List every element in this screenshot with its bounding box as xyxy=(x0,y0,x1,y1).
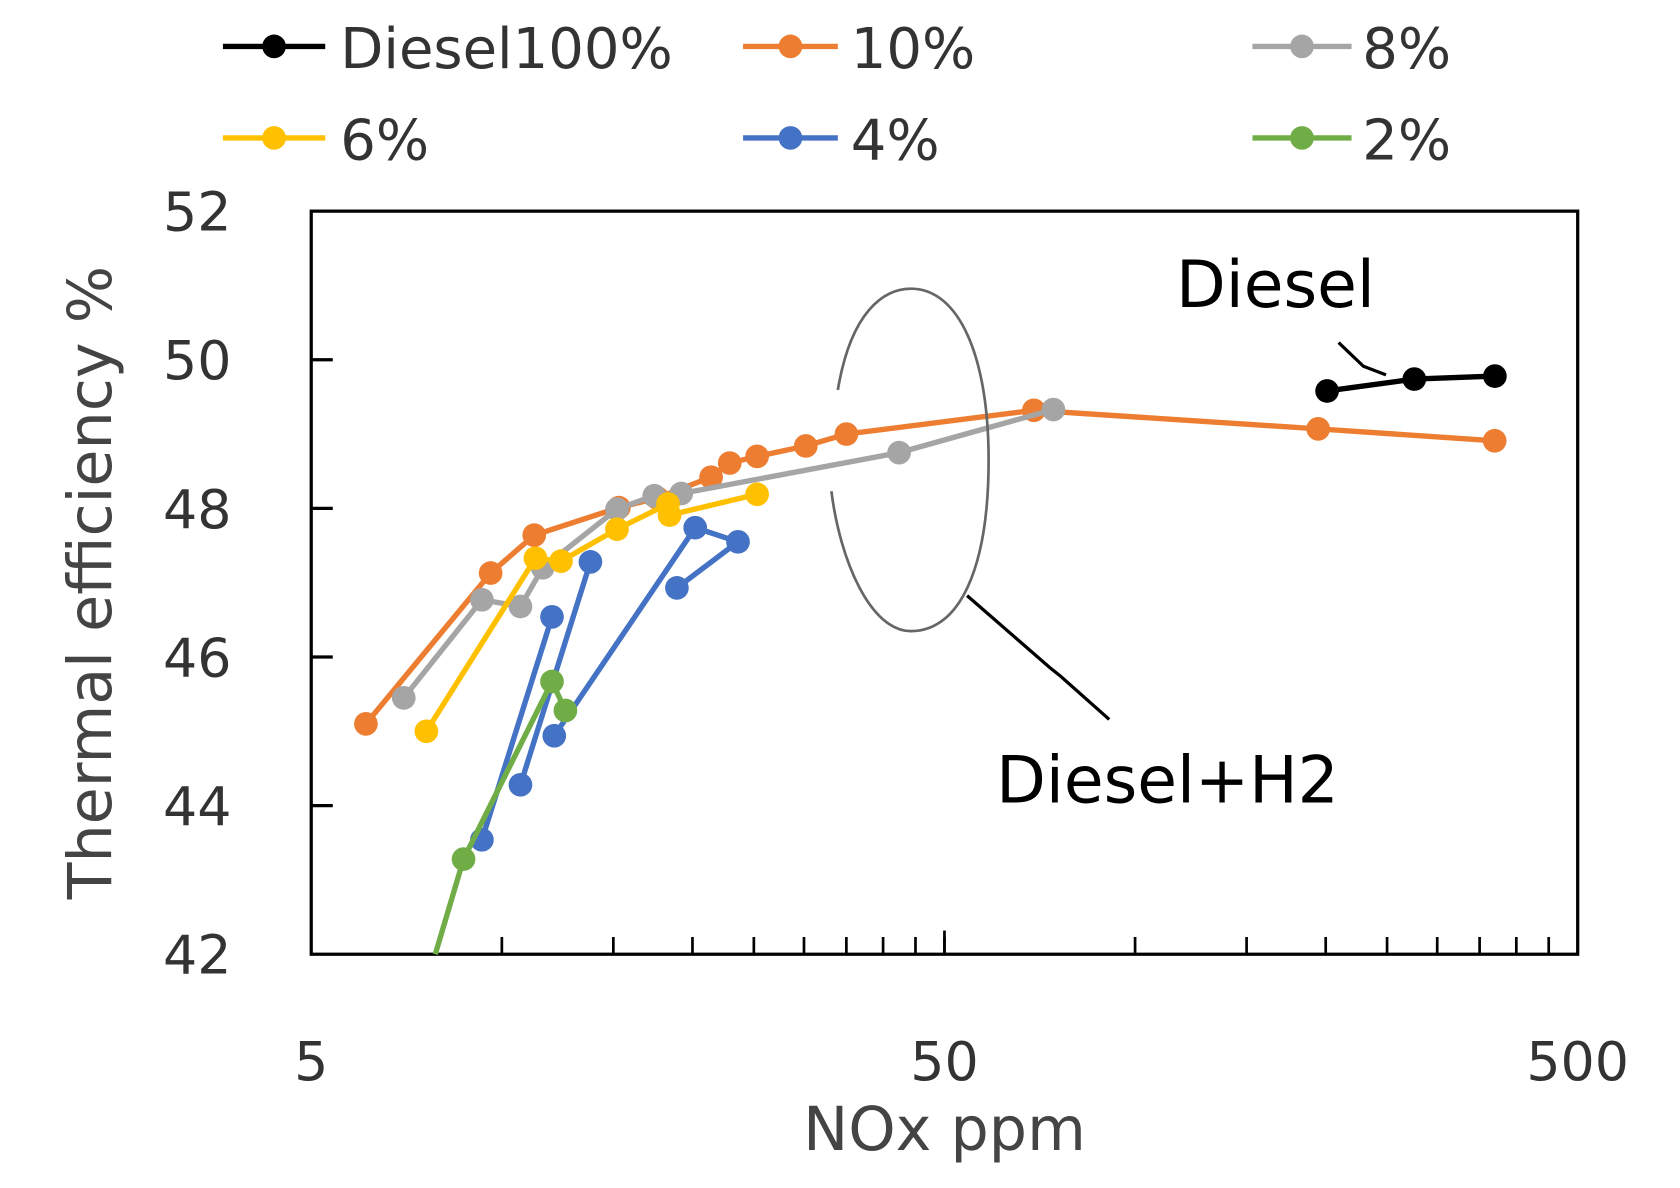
x-tick-label: 500 xyxy=(1526,1030,1629,1093)
diesel-h2-ellipse xyxy=(830,287,990,633)
series-line xyxy=(432,678,568,955)
data-point xyxy=(1482,428,1507,453)
diesel-leader-line xyxy=(1337,341,1387,377)
legend-swatch-marker xyxy=(778,34,803,59)
legend-label: 2% xyxy=(1362,108,1451,173)
data-point xyxy=(793,434,818,458)
diesel-h2-leader-line xyxy=(966,594,1111,721)
x-axis-title: NOx ppm xyxy=(803,1095,1086,1165)
legend-swatch-marker xyxy=(1290,34,1314,59)
data-point xyxy=(657,503,682,527)
legend-item: 10% xyxy=(743,17,975,82)
series-diesel100pct xyxy=(1315,364,1507,403)
data-point xyxy=(834,422,859,446)
legend-label: 8% xyxy=(1362,17,1451,82)
data-point xyxy=(745,444,769,469)
data-point xyxy=(391,686,416,710)
x-tick-label: 5 xyxy=(294,1030,328,1093)
plot-frame xyxy=(309,209,1580,956)
legend-item: 6% xyxy=(222,108,429,173)
series-2pct xyxy=(432,669,578,955)
legend: Diesel100% 10% 8% 6% 4% 2% xyxy=(222,17,1451,173)
data-point xyxy=(745,482,769,507)
y-tick-label: 44 xyxy=(163,775,232,838)
legend-swatch-marker xyxy=(778,126,803,150)
data-point xyxy=(665,576,689,600)
data-point xyxy=(414,719,439,744)
data-point xyxy=(1306,417,1331,441)
data-point xyxy=(1402,367,1427,391)
data-point xyxy=(1041,397,1066,422)
y-tick-label: 50 xyxy=(163,329,232,392)
data-point xyxy=(508,772,533,797)
data-point xyxy=(354,712,378,736)
legend-item: Diesel100% xyxy=(222,17,673,82)
legend-swatch-marker xyxy=(262,126,286,150)
legend-label: Diesel100% xyxy=(340,17,672,82)
data-point xyxy=(717,451,742,475)
x-tick-label: 50 xyxy=(910,1030,978,1093)
data-point xyxy=(522,523,547,547)
series-line xyxy=(552,525,741,738)
y-axis-title: Thermal efficiency % xyxy=(56,266,126,900)
annotation-diesel: Diesel xyxy=(1176,248,1375,323)
series-layer xyxy=(354,364,1507,955)
series-4pct xyxy=(470,515,750,852)
data-point xyxy=(542,723,567,748)
y-tick-label: 46 xyxy=(163,626,232,689)
data-point xyxy=(1315,379,1339,403)
data-point xyxy=(605,497,629,521)
legend-label: 6% xyxy=(340,108,429,173)
series-8pct xyxy=(391,397,1066,710)
data-point xyxy=(605,517,629,542)
data-point xyxy=(451,847,476,871)
y-tick-label: 42 xyxy=(163,924,232,987)
data-point xyxy=(540,669,564,694)
legend-item: 2% xyxy=(1252,108,1451,173)
data-point xyxy=(508,594,533,619)
legend-label: 4% xyxy=(851,108,940,173)
data-point xyxy=(553,698,578,723)
series-6pct xyxy=(414,482,769,744)
data-point xyxy=(523,546,548,571)
legend-label: 10% xyxy=(851,17,975,82)
data-point xyxy=(683,515,708,540)
data-point xyxy=(578,550,603,574)
legend-swatch-marker xyxy=(262,34,286,59)
legend-swatch-marker xyxy=(1290,126,1314,150)
data-point xyxy=(540,605,564,629)
data-point xyxy=(1483,364,1507,388)
data-point xyxy=(699,465,723,490)
data-point xyxy=(470,587,494,612)
data-point xyxy=(478,561,503,585)
data-point xyxy=(887,440,911,465)
legend-item: 4% xyxy=(743,108,940,173)
legend-item: 8% xyxy=(1252,17,1451,82)
y-tick-label: 48 xyxy=(163,478,232,541)
axis-ticks: 42 44 46 48 50 52 5 50 500 xyxy=(163,181,1629,1094)
data-point xyxy=(549,549,573,573)
y-tick-label: 52 xyxy=(163,181,232,244)
data-point xyxy=(726,529,750,554)
annotation-diesel-h2: Diesel+H2 xyxy=(996,743,1339,818)
